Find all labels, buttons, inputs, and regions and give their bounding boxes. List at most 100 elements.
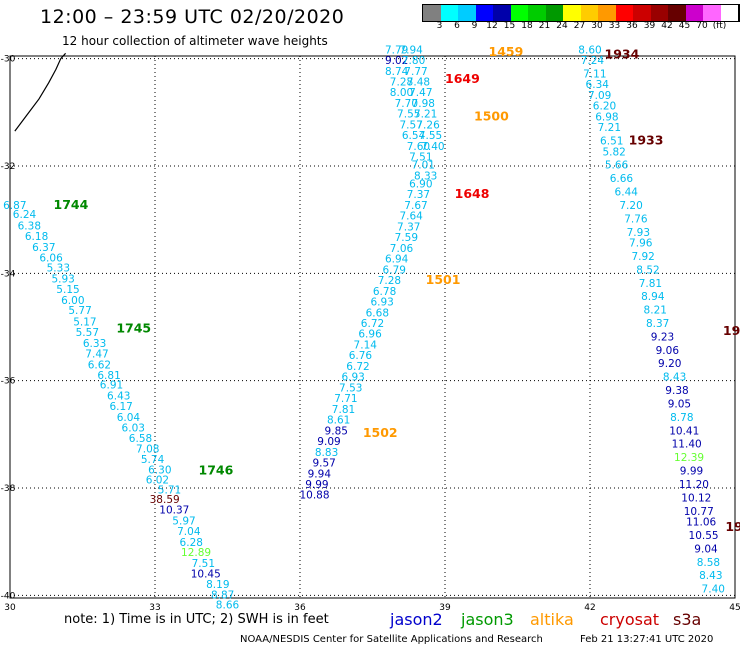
wave-height-value: 9.38 [665, 385, 688, 397]
legend-jason3: jason3 [461, 610, 514, 629]
wave-height-value: 9.20 [658, 358, 681, 370]
wave-height-value: 8.33 [414, 170, 437, 182]
wave-height-value: 8.78 [670, 412, 693, 424]
latitude-tick-label: -30 [1, 55, 16, 65]
wave-height-value: 6.24 [13, 209, 37, 221]
wave-height-value: 7.04 [177, 526, 201, 538]
pass-time-label: 1745 [116, 320, 151, 335]
wave-height-value: 6.18 [25, 231, 48, 243]
wave-height-value: 6.37 [32, 242, 55, 254]
wave-height-value: 6.38 [18, 220, 41, 232]
colorbar-swatch [668, 5, 686, 21]
colorbar-swatch [545, 5, 563, 21]
colorbar-tick-label: 6 [454, 21, 460, 31]
colorbar-tick-label: 9 [471, 21, 478, 31]
coastline [14, 52, 67, 132]
wave-height-value: 6.94 [385, 254, 409, 266]
wave-height-value: 7.01 [412, 160, 435, 172]
colorbar-swatch [440, 5, 458, 21]
wave-height-value: 6.81 [97, 370, 120, 382]
wave-height-value: 6.44 [615, 187, 639, 199]
colorbar-swatch [703, 5, 721, 21]
wave-height-value: 6.90 [409, 178, 432, 190]
wave-height-value: 7.64 [399, 211, 423, 223]
wave-height-value: 7.51 [409, 152, 432, 164]
wave-height-value: 6.33 [83, 338, 106, 350]
wave-height-value: 9.94 [308, 468, 332, 480]
wave-height-value: 10.55 [689, 530, 719, 542]
pass-time-label: 19 [725, 519, 740, 534]
wave-height-value: 7.06 [390, 243, 414, 255]
legend-s3a: s3a [673, 610, 702, 629]
wave-height-value: 6.72 [346, 361, 369, 373]
pass-time-label: 1649 [445, 71, 480, 86]
wave-height-value: 8.43 [663, 372, 686, 384]
pass-time-label: 1459 [489, 44, 524, 59]
page-title: 12:00 – 23:59 UTC 02/20/2020 [40, 6, 345, 28]
colorbar-tick-label: 27 [573, 21, 586, 31]
wave-height-value: 7.92 [631, 251, 654, 263]
wave-height-value: 6.06 [39, 253, 63, 265]
wave-height-value: 7.81 [332, 404, 355, 416]
colorbar-swatch [720, 5, 738, 21]
pass-time-label: 1746 [199, 463, 234, 478]
longitude-tick-label: 36 [294, 603, 306, 613]
colorbar-swatch [563, 5, 581, 21]
latitude-tick-label: -38 [1, 484, 16, 494]
wave-height-value: 6.30 [148, 465, 171, 477]
wave-height-value: 6.51 [600, 136, 623, 148]
wave-height-value: 7.57 [399, 119, 422, 131]
colorbar-swatch [528, 5, 546, 21]
colorbar-tick-label: 39 [643, 21, 656, 31]
colorbar-tick-label: 42 [661, 21, 673, 31]
wave-height-value: 7.21 [598, 122, 621, 134]
longitude-tick-label: 45 [729, 603, 740, 613]
wave-height-value: 11.06 [686, 517, 716, 529]
colorbar-tick-label: 24 [556, 21, 568, 31]
pass-time-label: 1502 [363, 425, 398, 440]
wave-height-value: 38.59 [150, 494, 180, 506]
wave-height-value: 7.24 [581, 55, 605, 67]
wave-height-value: 9.02 [385, 55, 408, 67]
wave-height-value: 8.37 [646, 318, 669, 330]
colorbar-swatch [633, 5, 651, 21]
legend-jason2: jason2 [390, 610, 443, 629]
wave-height-value: 6.79 [383, 264, 406, 276]
longitude-tick-label: 42 [584, 603, 595, 613]
legend-altika: altika [530, 610, 574, 629]
wave-height-value: 7.53 [339, 382, 362, 394]
wave-height-value: 7.76 [624, 213, 648, 225]
wave-height-value: 9.99 [680, 466, 703, 478]
latitude-tick-label: -36 [1, 377, 16, 387]
wave-height-value: 6.17 [109, 401, 132, 413]
wave-height-value: 5.74 [141, 454, 165, 466]
colorbar-swatch [423, 5, 441, 21]
latitude-tick-label: -32 [1, 162, 16, 172]
wave-height-value: 5.71 [158, 484, 181, 496]
wave-height-value: 5.77 [68, 305, 91, 317]
wave-height-value: 8.74 [385, 66, 409, 78]
wave-height-value: 7.59 [395, 232, 418, 244]
wave-height-value: 6.20 [593, 101, 616, 113]
wave-height-value: 5.82 [602, 146, 625, 158]
colorbar-swatch [475, 5, 493, 21]
wave-height-value: 7.37 [397, 221, 420, 233]
wave-height-value: 6.72 [361, 318, 384, 330]
wave-height-value: 7.81 [639, 278, 662, 290]
wave-height-value: 11.20 [679, 479, 709, 491]
wave-height-value: 7.80 [402, 55, 425, 67]
wave-height-value: 7.70 [395, 98, 418, 110]
wave-height-value: 8.66 [216, 600, 240, 612]
wave-height-value: 6.76 [349, 350, 373, 362]
longitude-tick-label: 33 [149, 603, 160, 613]
wave-height-value: 7.79 [385, 44, 408, 56]
wave-height-value: 8.58 [697, 557, 720, 569]
wave-height-value: 6.28 [180, 537, 203, 549]
map-frame [9, 55, 736, 599]
wave-height-value: 10.12 [681, 492, 711, 504]
colorbar-tick-label: 18 [521, 21, 533, 31]
wave-height-value: 8.83 [315, 447, 338, 459]
wave-height-value: 8.19 [206, 579, 229, 591]
wave-height-value: 9.99 [305, 479, 328, 491]
colorbar-swatch [685, 5, 703, 21]
